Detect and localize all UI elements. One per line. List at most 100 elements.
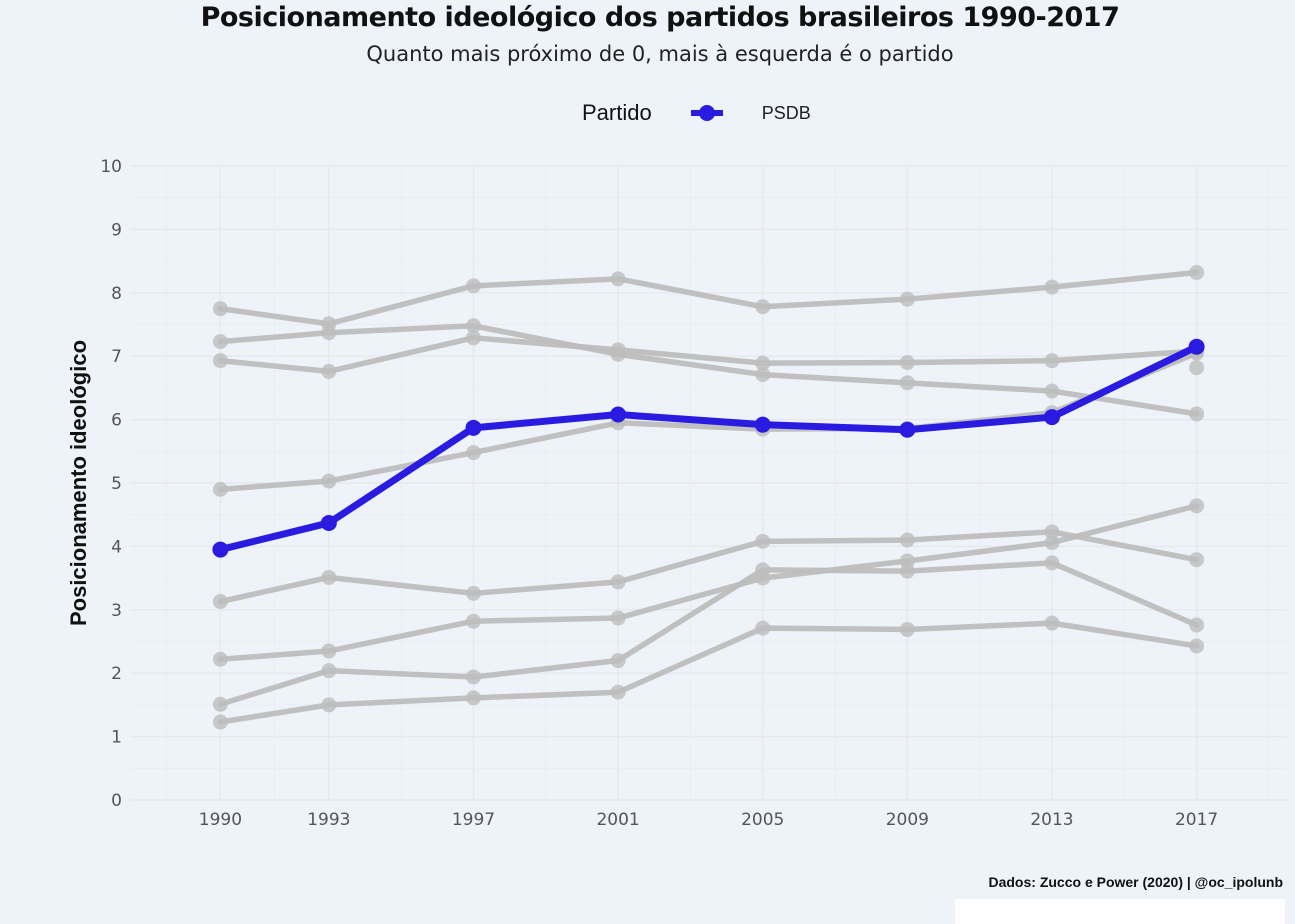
series-party-4 xyxy=(1189,360,1205,376)
party-line xyxy=(217,503,1200,663)
party-point xyxy=(610,684,626,700)
party-point xyxy=(212,481,228,497)
legend-label-psdb: PSDB xyxy=(761,102,811,123)
party-line xyxy=(217,269,1200,327)
party-point xyxy=(755,367,771,383)
x-tick-label: 2005 xyxy=(741,810,784,830)
party-line xyxy=(217,620,1200,725)
y-axis-ticks: 0 1 2 3 4 5 6 7 8 9 10 xyxy=(100,157,122,811)
party-point xyxy=(212,594,228,610)
party-point xyxy=(465,445,481,461)
series-party-9 xyxy=(212,615,1205,730)
psdb-point xyxy=(754,416,771,433)
party-point xyxy=(610,271,626,287)
party-point xyxy=(212,696,228,712)
y-tick-label: 8 xyxy=(111,284,122,304)
y-tick-label: 9 xyxy=(111,220,122,240)
party-point xyxy=(610,574,626,590)
party-point xyxy=(212,353,228,369)
party-point xyxy=(321,569,337,585)
party-point xyxy=(465,669,481,685)
party-point xyxy=(465,613,481,629)
x-tick-label: 1993 xyxy=(307,810,350,830)
party-line xyxy=(217,335,1200,375)
party-point xyxy=(899,621,915,637)
party-point xyxy=(465,278,481,294)
legend: Partido PSDB xyxy=(582,98,811,128)
party-point xyxy=(755,355,771,371)
series-party-2 xyxy=(212,318,1205,422)
y-tick-label: 10 xyxy=(100,157,122,177)
party-point xyxy=(899,563,915,579)
psdb-point xyxy=(1188,338,1205,355)
series-psdb xyxy=(212,338,1205,558)
party-point xyxy=(1189,552,1205,568)
series-party-6 xyxy=(212,524,1205,610)
legend-key-marker xyxy=(698,105,715,121)
psdb-point xyxy=(1043,409,1060,426)
party-point xyxy=(321,363,337,379)
y-tick-label: 1 xyxy=(111,728,122,748)
other-parties-series xyxy=(212,265,1205,730)
party-point xyxy=(465,690,481,706)
caption: Dados: Zucco e Power (2020) | @oc_ipolun… xyxy=(988,874,1283,890)
psdb-point xyxy=(320,514,337,531)
party-line xyxy=(217,529,1200,605)
x-tick-label: 2017 xyxy=(1175,810,1218,830)
party-point xyxy=(465,318,481,334)
party-point xyxy=(1044,524,1060,540)
series-party-1 xyxy=(212,265,1205,332)
legend-title: Partido xyxy=(582,100,652,125)
y-tick-label: 0 xyxy=(111,791,122,811)
x-tick-label: 2013 xyxy=(1030,810,1073,830)
y-tick-label: 3 xyxy=(111,601,122,621)
party-point xyxy=(1189,617,1205,633)
series-party-3 xyxy=(212,330,1205,379)
series-party-8 xyxy=(212,555,1205,712)
party-point xyxy=(321,697,337,713)
party-point xyxy=(212,714,228,730)
party-point xyxy=(755,533,771,549)
party-point xyxy=(465,330,481,346)
party-point xyxy=(1189,498,1205,514)
x-tick-label: 2001 xyxy=(596,810,639,830)
y-tick-label: 7 xyxy=(111,347,122,367)
party-point xyxy=(1044,353,1060,369)
party-point xyxy=(899,375,915,391)
party-point xyxy=(321,663,337,679)
party-point xyxy=(1189,265,1205,281)
party-point xyxy=(1044,615,1060,631)
party-point xyxy=(321,643,337,659)
x-tick-label: 1997 xyxy=(452,810,495,830)
party-point xyxy=(321,325,337,341)
x-tick-label: 1990 xyxy=(199,810,242,830)
psdb-point xyxy=(899,421,916,438)
y-tick-label: 2 xyxy=(111,664,122,684)
caption-background xyxy=(955,899,1285,924)
party-point xyxy=(755,562,771,578)
party-point xyxy=(212,334,228,350)
party-point xyxy=(899,291,915,307)
party-point xyxy=(1044,383,1060,399)
party-point xyxy=(1189,360,1205,376)
party-point xyxy=(1044,279,1060,295)
psdb-point xyxy=(212,541,229,558)
series-party-7 xyxy=(212,498,1205,667)
party-line xyxy=(217,350,1200,493)
chart-title: Posicionamento ideológico dos partidos b… xyxy=(200,2,1120,33)
psdb-line xyxy=(216,343,1201,554)
party-point xyxy=(465,585,481,601)
party-point xyxy=(610,342,626,358)
y-tick-label: 5 xyxy=(111,474,122,494)
party-point xyxy=(321,473,337,489)
party-point xyxy=(610,610,626,626)
legend-key-psdb xyxy=(690,105,723,121)
y-tick-label: 6 xyxy=(111,411,122,431)
psdb-point xyxy=(610,406,627,423)
party-point xyxy=(1044,535,1060,551)
party-point xyxy=(899,355,915,371)
party-point xyxy=(899,532,915,548)
chart-subtitle: Quanto mais próximo de 0, mais à esquerd… xyxy=(366,42,954,66)
party-line xyxy=(217,323,1200,417)
